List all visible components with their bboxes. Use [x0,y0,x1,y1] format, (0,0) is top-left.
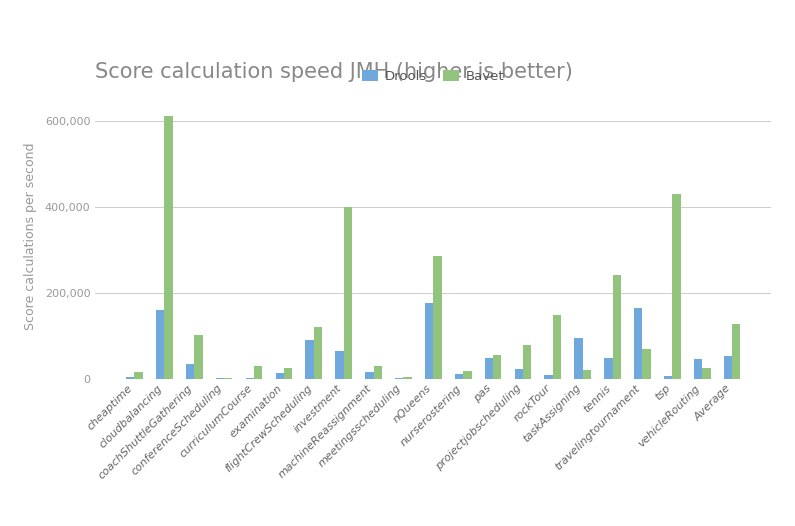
Bar [156,310,165,379]
Bar [246,378,254,379]
Bar [335,351,343,379]
Bar [215,378,224,379]
Bar [634,308,642,379]
Bar [553,315,561,379]
Bar [694,359,702,379]
Bar [276,373,284,379]
Bar [194,335,203,379]
Bar [126,378,134,379]
Bar [545,375,553,379]
Bar [673,194,681,379]
Bar [574,338,583,379]
Bar [365,372,374,379]
Bar [723,356,732,379]
Bar [642,349,651,379]
Bar [583,370,591,379]
Bar [613,275,621,379]
Bar [523,345,531,379]
Bar [165,116,173,379]
Bar [604,359,613,379]
Bar [485,358,493,379]
Bar [463,371,471,379]
Bar [514,369,523,379]
Bar [433,256,442,379]
Bar [702,368,711,379]
Bar [425,304,433,379]
Bar [374,366,382,379]
Bar [493,355,502,379]
Bar [732,323,740,379]
Bar [403,378,412,379]
Bar [224,378,232,379]
Bar [664,376,673,379]
Bar [284,368,293,379]
Bar [186,363,194,379]
Bar [395,378,403,379]
Bar [305,340,314,379]
Bar [254,366,262,379]
Legend: Drools, Bavet: Drools, Bavet [357,64,510,88]
Text: Score calculation speed JMH (higher is better): Score calculation speed JMH (higher is b… [95,62,573,82]
Bar [343,207,352,379]
Bar [455,375,463,379]
Bar [134,372,143,379]
Y-axis label: Score calculations per second: Score calculations per second [24,143,37,330]
Bar [314,327,322,379]
